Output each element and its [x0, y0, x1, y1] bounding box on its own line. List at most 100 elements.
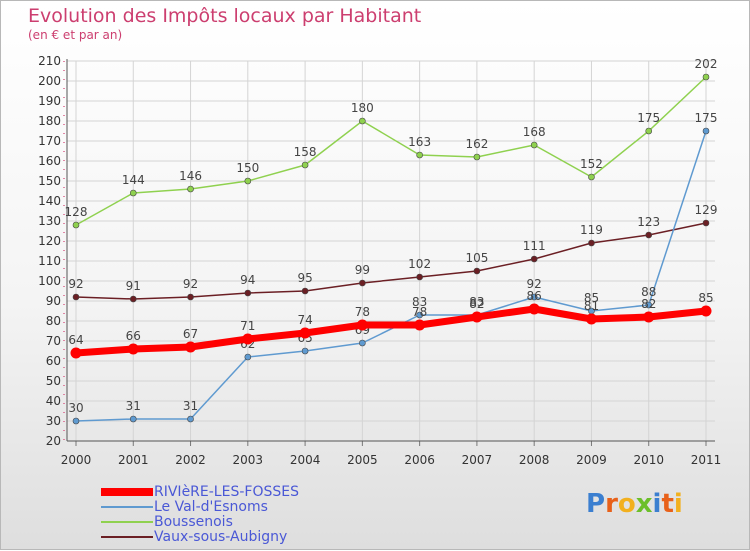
legend-swatch-boussenois: [101, 521, 153, 523]
data-label: 158: [294, 145, 317, 159]
y-tick-label: 20: [46, 434, 61, 448]
y-tick-label: 210: [38, 54, 61, 68]
data-point: [129, 295, 137, 303]
y-tick-label: 190: [38, 94, 61, 108]
chart-title: Evolution des Impôts locaux par Habitant: [28, 5, 422, 27]
data-label: 102: [408, 257, 431, 271]
data-label: 82: [469, 297, 484, 311]
data-label: 66: [126, 329, 141, 343]
data-point: [416, 311, 423, 319]
data-label: 71: [240, 319, 255, 333]
y-tick-label: 90: [46, 294, 61, 308]
data-point: [185, 341, 197, 353]
data-point: [414, 319, 426, 331]
x-tick-label: 2007: [462, 453, 493, 467]
data-label: 105: [465, 251, 488, 265]
y-tick-label: 180: [38, 114, 61, 128]
data-point: [645, 301, 653, 309]
data-point: [359, 339, 366, 347]
x-tick-label: 2010: [633, 453, 664, 467]
legend-swatch-riviere: [101, 488, 153, 496]
y-tick-label: 110: [38, 254, 61, 268]
y-tick-label: 30: [46, 414, 61, 428]
data-point: [645, 231, 653, 239]
data-point: [588, 239, 595, 247]
data-point: [129, 189, 137, 197]
series-line: [75, 76, 707, 226]
x-tick-label: 2002: [175, 453, 206, 467]
data-label: 82: [641, 297, 656, 311]
chart-subtitle: (en € et par an): [28, 28, 123, 42]
data-label: 85: [698, 291, 713, 305]
data-point: [244, 177, 252, 185]
data-label: 180: [351, 101, 374, 115]
data-point: [187, 185, 194, 193]
series-line: [75, 305, 707, 357]
data-label: 64: [68, 333, 83, 347]
data-point: [700, 305, 712, 317]
data-label: 152: [580, 157, 603, 171]
legend-swatch-val-desnoms: [101, 506, 153, 508]
data-label: 91: [126, 279, 141, 293]
data-label: 123: [637, 215, 660, 229]
data-label: 88: [641, 285, 656, 299]
legend-label: Le Val-d'Esnoms: [154, 499, 268, 515]
data-label: 128: [65, 205, 88, 219]
data-label: 129: [695, 203, 718, 217]
y-tick-label: 80: [46, 314, 61, 328]
data-label: 163: [408, 135, 431, 149]
data-point: [72, 221, 80, 229]
logo-letter: t: [661, 489, 674, 519]
data-point: [530, 255, 538, 263]
series-line: [75, 130, 707, 422]
x-tick-label: 2003: [233, 453, 264, 467]
y-tick-label: 100: [38, 274, 61, 288]
data-point: [416, 151, 423, 159]
data-label: 111: [523, 239, 546, 253]
series-line: [75, 222, 707, 300]
y-tick-label: 130: [38, 214, 61, 228]
data-label: 92: [183, 277, 198, 291]
data-point: [301, 161, 309, 169]
data-label: 162: [465, 137, 488, 151]
legend-label: Boussenois: [154, 514, 233, 530]
x-tick-label: 2009: [576, 453, 607, 467]
data-point: [301, 347, 309, 355]
data-label: 99: [355, 263, 370, 277]
data-label: 83: [412, 295, 427, 309]
data-label: 30: [68, 401, 83, 415]
y-tick-label: 70: [46, 334, 61, 348]
data-point: [473, 153, 481, 161]
data-label: 31: [126, 399, 141, 413]
data-label: 67: [183, 327, 198, 341]
legend-label: Vaux-sous-Aubigny: [154, 529, 288, 545]
data-label: 81: [584, 299, 599, 313]
data-label: 95: [297, 271, 312, 285]
x-tick-label: 2011: [691, 453, 722, 467]
data-point: [585, 313, 597, 325]
data-label: 92: [68, 277, 83, 291]
data-label: 146: [179, 169, 202, 183]
y-tick-label: 160: [38, 154, 61, 168]
data-point: [702, 73, 710, 81]
proxiti-logo: Proxiti: [586, 489, 683, 519]
x-tick-label: 2001: [118, 453, 149, 467]
logo-letter: i: [652, 489, 662, 519]
data-point: [471, 311, 483, 323]
y-tick-label: 60: [46, 354, 61, 368]
x-tick-label: 2005: [347, 453, 378, 467]
data-point: [70, 347, 82, 359]
logo-letter: o: [617, 489, 636, 519]
data-label: 83: [469, 295, 484, 309]
logo-letter: i: [673, 489, 683, 519]
data-point: [72, 293, 80, 301]
data-point: [127, 343, 139, 355]
y-tick-label: 150: [38, 174, 61, 188]
logo-letter: x: [635, 489, 653, 519]
data-point: [702, 127, 710, 135]
data-label: 150: [236, 161, 259, 175]
data-point: [530, 293, 538, 301]
y-tick-label: 120: [38, 234, 61, 248]
data-point: [187, 293, 194, 301]
